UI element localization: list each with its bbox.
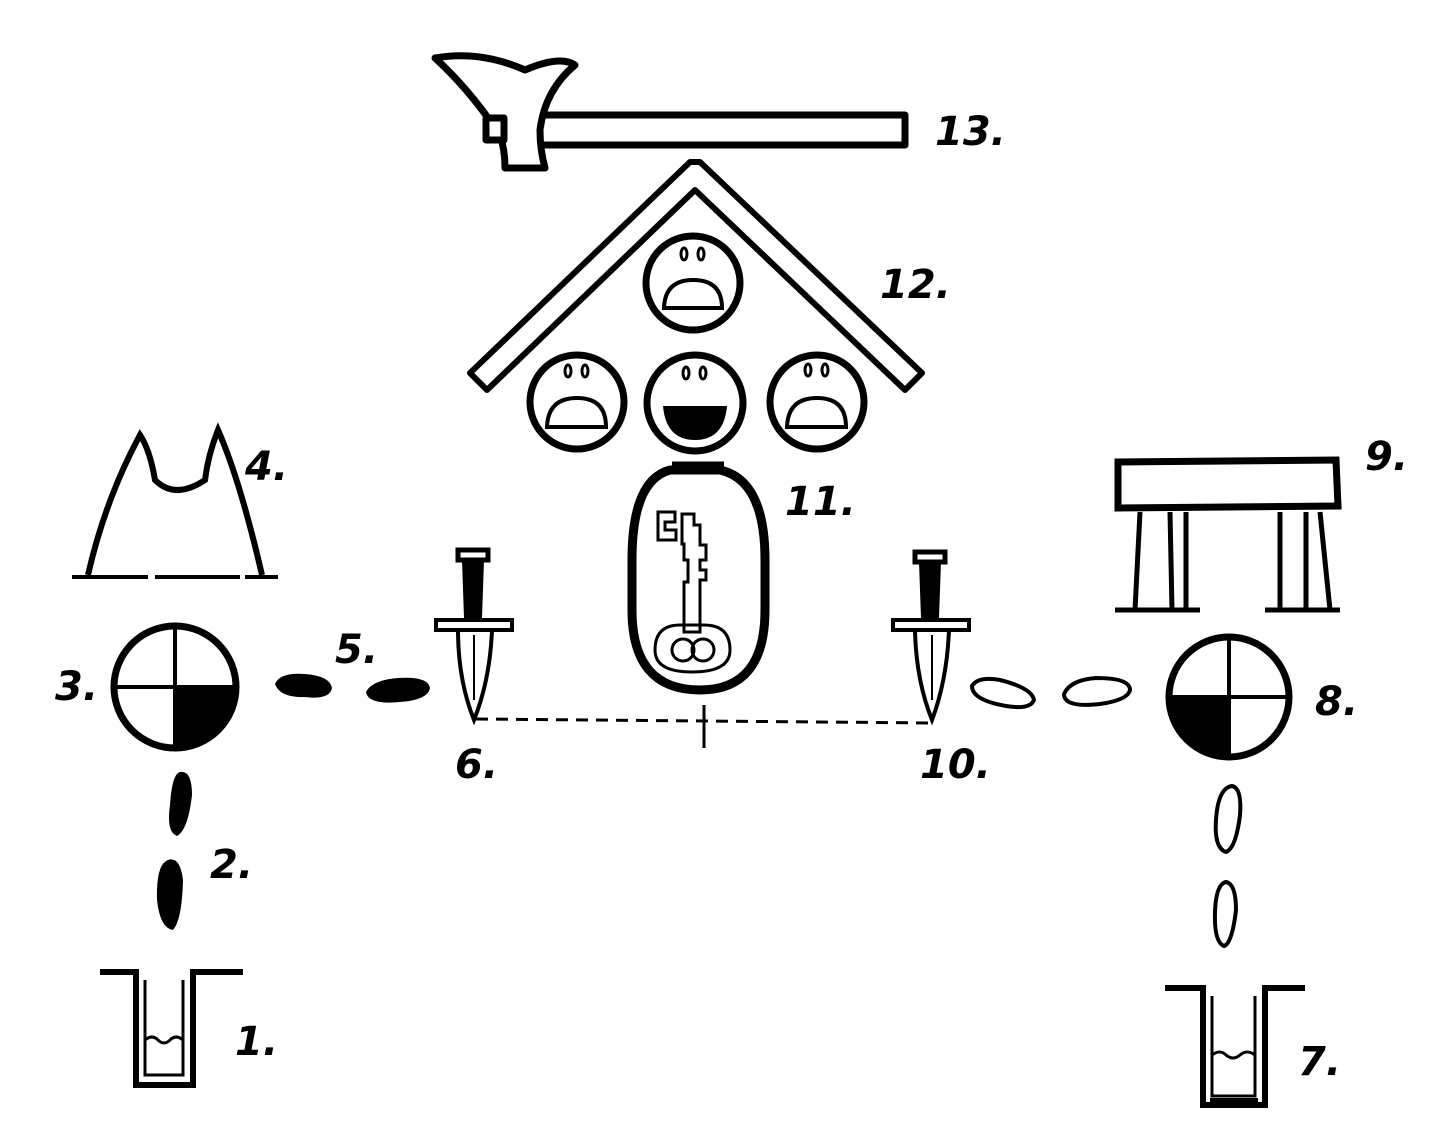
dashed-connector [475, 705, 936, 748]
well-icon [100, 969, 243, 1088]
roof-icon [467, 159, 925, 393]
label-13: 13. [935, 109, 1006, 155]
label-5: 5. [335, 627, 378, 673]
well-icon [1165, 985, 1305, 1108]
label-9: 9. [1365, 434, 1408, 480]
label-12: 12. [880, 262, 951, 308]
sad-face-icon [642, 232, 744, 334]
label-1: 1. [235, 1019, 278, 1065]
label-8: 8. [1315, 679, 1358, 725]
key-in-jar-icon [627, 461, 770, 695]
label-3: 3. [55, 664, 98, 710]
horned-shape-icon [72, 422, 278, 579]
label-7: 7. [1298, 1039, 1341, 1085]
dagger-icon [434, 547, 514, 726]
sad-face-icon [766, 351, 868, 453]
label-11: 11. [785, 479, 856, 525]
footprints-icon [1212, 783, 1243, 949]
label-10: 10. [920, 742, 991, 788]
label-2: 2. [210, 842, 253, 888]
label-4: 4. [244, 444, 288, 490]
label-6: 6. [455, 742, 498, 788]
quadrant-circle-icon [1165, 633, 1293, 761]
sad-face-icon [526, 351, 628, 453]
footprints-icon [275, 673, 430, 703]
dagger-icon [891, 549, 971, 726]
footprints-icon [156, 771, 192, 930]
happy-face-icon [643, 351, 747, 455]
footprints-icon [969, 675, 1133, 710]
quadrant-circle-icon [110, 622, 240, 752]
axe-icon [431, 52, 909, 172]
table-icon [1114, 456, 1342, 613]
